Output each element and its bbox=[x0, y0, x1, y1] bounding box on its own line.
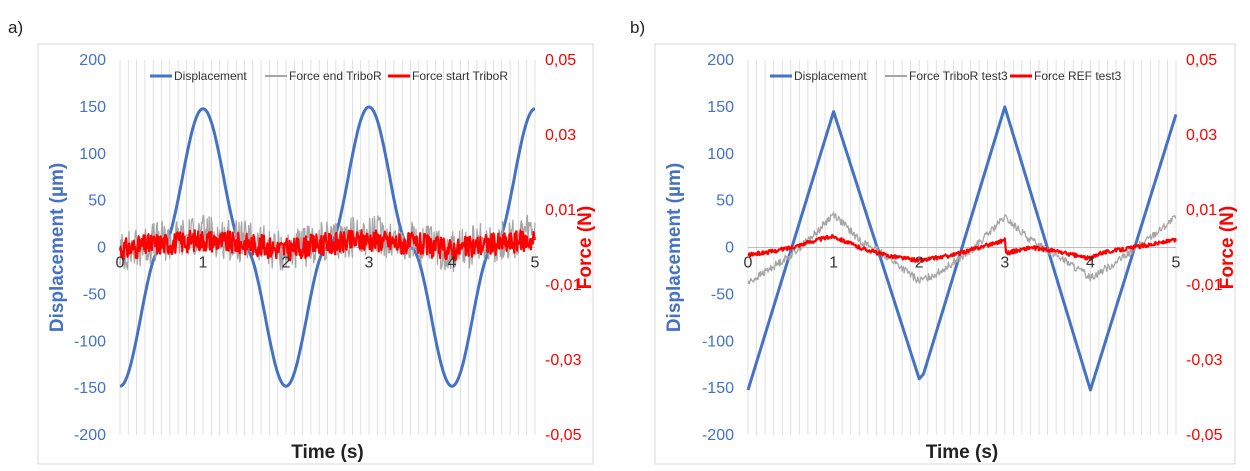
y2-tick-label: 0,01 bbox=[1186, 202, 1217, 219]
y2-axis-title: Force (N) bbox=[575, 206, 596, 289]
y-tick-label: 150 bbox=[707, 99, 734, 116]
y2-axis-title: Force (N) bbox=[1217, 206, 1238, 289]
legend-entry: Displacement bbox=[794, 69, 867, 83]
y-tick-label: 200 bbox=[79, 52, 106, 69]
legend: Displacement Force TriboR test3 Force REF … bbox=[770, 69, 1122, 83]
x-tick-label: 5 bbox=[531, 255, 540, 272]
chart-panel-b: 200150100500-50-100-150-2000,050,030,01-… bbox=[654, 43, 1238, 465]
series-line-force-tribor-test3 bbox=[747, 211, 1177, 285]
y-tick-label: -200 bbox=[74, 427, 106, 444]
y-tick-label: -200 bbox=[702, 427, 734, 444]
x-tick-label: 2 bbox=[915, 255, 924, 272]
x-tick-label: 1 bbox=[829, 255, 838, 272]
y2-tick-label: -0,05 bbox=[1186, 427, 1223, 444]
x-tick-label: 3 bbox=[1000, 255, 1009, 272]
y-tick-label: -150 bbox=[74, 380, 106, 397]
x-tick-label: 0 bbox=[116, 255, 125, 272]
legend-entry: Force end TriboR bbox=[289, 69, 382, 83]
x-axis-title: Time (s) bbox=[926, 442, 999, 463]
y2-tick-label: -0,01 bbox=[545, 277, 582, 294]
x-tick-label: 3 bbox=[365, 255, 374, 272]
x-axis-title: Time (s) bbox=[291, 442, 364, 463]
y2-tick-label: -0,05 bbox=[545, 427, 582, 444]
y-axis-title: Displacement (µm) bbox=[47, 163, 68, 332]
y2-tick-label: 0,03 bbox=[1186, 127, 1217, 144]
y-tick-label: 0 bbox=[725, 240, 734, 257]
x-tick-label: 1 bbox=[199, 255, 208, 272]
x-tick-label: 0 bbox=[744, 255, 753, 272]
y-tick-label: -100 bbox=[702, 333, 734, 350]
y-tick-label: 0 bbox=[97, 240, 106, 257]
legend-entry: Displacement bbox=[174, 69, 247, 83]
y2-tick-label: 0,05 bbox=[545, 52, 576, 69]
series-line-force-start-tribor bbox=[118, 229, 537, 262]
y2-tick-label: -0,03 bbox=[1186, 352, 1223, 369]
y-tick-label: 100 bbox=[79, 146, 106, 163]
y2-tick-label: 0,03 bbox=[545, 127, 576, 144]
legend-entry: Force TriboR test3 bbox=[909, 69, 1008, 83]
x-tick-label: 4 bbox=[448, 255, 457, 272]
x-tick-label: 5 bbox=[1172, 255, 1181, 272]
panel-label-a: a) bbox=[8, 18, 23, 37]
y-tick-label: -100 bbox=[74, 333, 106, 350]
y-tick-label: 100 bbox=[707, 146, 734, 163]
y-tick-label: -150 bbox=[702, 380, 734, 397]
legend-entry: Force REF test3 bbox=[1034, 69, 1122, 83]
y2-tick-label: -0,03 bbox=[545, 352, 582, 369]
y-tick-label: 200 bbox=[707, 52, 734, 69]
y2-tick-label: 0,05 bbox=[1186, 52, 1217, 69]
legend: Displacement Force end TriboR Force start … bbox=[150, 69, 508, 83]
y-tick-label: 150 bbox=[79, 99, 106, 116]
y-tick-label: 50 bbox=[88, 193, 106, 210]
legend-entry: Force start TriboR bbox=[412, 69, 508, 83]
series-line-displacement bbox=[746, 105, 1178, 392]
panel-label-b: b) bbox=[630, 18, 645, 37]
y2-tick-label: -0,01 bbox=[1186, 277, 1223, 294]
series-line-force-ref-test3 bbox=[747, 233, 1178, 263]
y-tick-label: -50 bbox=[711, 286, 734, 303]
y2-tick-label: 0,01 bbox=[545, 202, 576, 219]
series-line-force-end-tribor bbox=[119, 214, 536, 273]
x-tick-label: 4 bbox=[1086, 255, 1095, 272]
y-tick-label: -50 bbox=[83, 286, 106, 303]
y-tick-label: 50 bbox=[716, 193, 734, 210]
y-axis-title: Displacement (µm) bbox=[664, 163, 685, 332]
x-tick-label: 2 bbox=[282, 255, 291, 272]
chart-panel-a: 200150100500-50-100-150-2000,050,030,01-… bbox=[37, 43, 596, 465]
